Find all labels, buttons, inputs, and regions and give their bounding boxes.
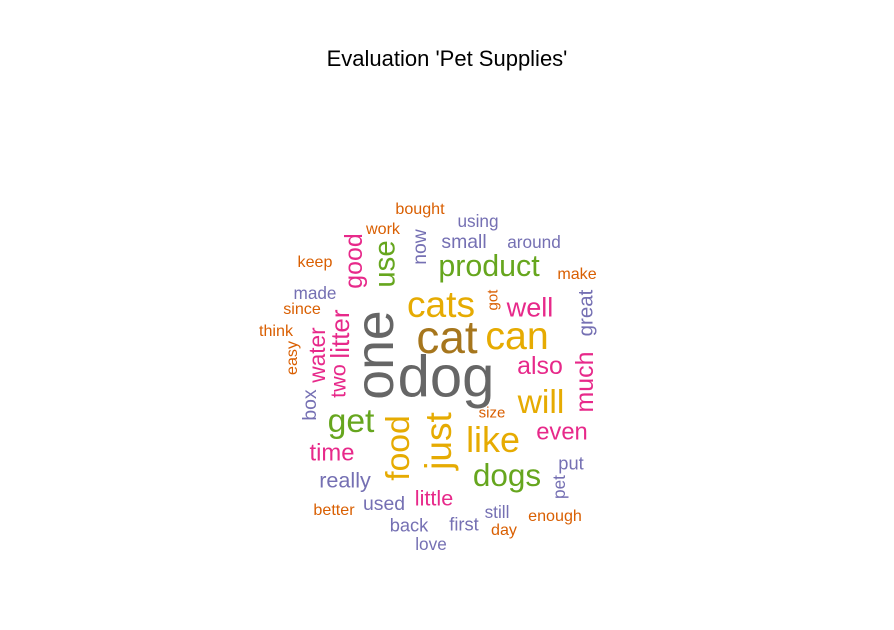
word-got: got [485,289,502,311]
word-used: used [363,493,405,515]
word-first: first [449,514,478,535]
word-will: will [517,383,565,421]
word-much: much [571,352,599,413]
word-water: water [304,327,330,384]
word-food: food [379,415,417,481]
word-love: love [415,534,447,554]
word-well: well [506,292,554,323]
word-think: think [259,322,294,340]
word-great: great [575,289,598,336]
word-also: also [517,352,563,380]
word-using: using [457,211,498,231]
word-little: little [415,486,453,511]
word-pet: pet [549,475,569,499]
word-can: can [485,314,548,358]
word-even: even [536,419,588,446]
word-just: just [417,411,459,470]
word-really: really [319,468,371,493]
word-cats: cats [407,283,475,325]
word-keep: keep [298,253,333,271]
word-make: make [557,265,596,283]
word-cat: cat [416,311,477,363]
word-good: good [340,233,368,288]
word-bought: bought [395,200,445,218]
word-put: put [558,453,583,474]
word-litter: litter [325,309,355,358]
word-use: use [369,240,402,287]
word-work: work [365,220,401,238]
word-better: better [313,501,355,519]
word-enough: enough [528,507,582,525]
word-small: small [441,231,486,253]
word-dogs: dogs [473,457,541,493]
word-still: still [485,502,510,522]
word-two: two [326,364,351,398]
word-day: day [491,521,518,539]
word-like: like [466,420,520,460]
word-get: get [328,402,375,440]
word-box: box [299,389,321,421]
word-easy: easy [283,340,301,375]
word-dog: dog [398,345,495,410]
word-one: one [345,310,405,399]
word-back: back [390,515,429,536]
word-made: made [294,283,337,303]
word-now: now [409,228,431,265]
word-since: since [283,300,321,318]
word-around: around [507,232,561,252]
chart-title: Evaluation 'Pet Supplies' [326,46,568,71]
word-product: product [438,249,540,283]
word-size: size [479,405,506,422]
word-time: time [310,440,355,467]
